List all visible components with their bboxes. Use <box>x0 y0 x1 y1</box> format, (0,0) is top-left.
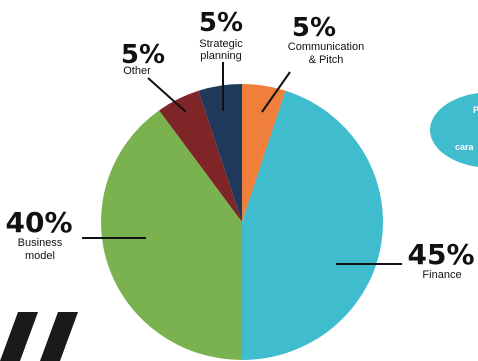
side-bubble-shape <box>430 92 478 168</box>
other-label: Other <box>123 65 151 77</box>
strategic-percent-label: 5% <box>199 8 243 38</box>
communication-label-line-1: Communication <box>288 41 364 53</box>
finance-percent-label: 45% <box>407 238 474 271</box>
leader-line-communication <box>261 71 291 113</box>
strategic-label-line-1: Strategic <box>199 38 243 50</box>
business-percent-label: 40% <box>5 206 72 239</box>
leader-lines <box>82 62 402 265</box>
pie-slice-strategic <box>198 84 242 222</box>
business-label-line-1: Business <box>18 237 63 249</box>
communication-label-line-2: & Pitch <box>309 54 344 66</box>
side-bubble-text-2: cara <box>455 142 475 152</box>
pie-slice-communication <box>242 84 286 222</box>
side-bubble-text-1: P <box>473 105 478 115</box>
business-label-line-2: model <box>25 250 55 262</box>
leader-line-other <box>147 77 187 113</box>
pie-slices <box>101 84 384 360</box>
side-bubble: P cara <box>430 92 478 168</box>
quote-mark-stroke-1 <box>0 312 38 361</box>
pie-slice-finance <box>242 90 384 360</box>
other-percent-label: 5% <box>121 40 165 70</box>
communication-percent-label: 5% <box>292 13 336 43</box>
pie-slice-other <box>159 90 242 222</box>
quote-mark-stroke-2 <box>40 312 78 361</box>
pie-slice-business <box>101 110 242 360</box>
quote-mark <box>0 312 78 361</box>
strategic-label-line-2: planning <box>200 50 242 62</box>
finance-label: Finance <box>422 269 461 281</box>
